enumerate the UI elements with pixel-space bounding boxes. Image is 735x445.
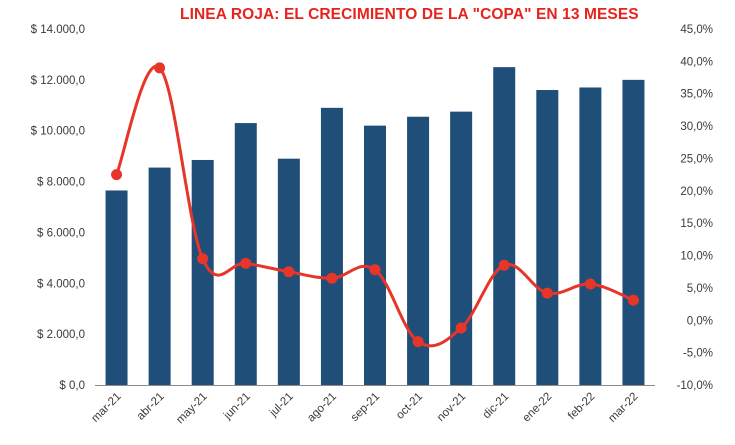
y-left-tick-label: $ 14.000,0 [31, 24, 85, 36]
y-left-tick-label: $ 2.000,0 [37, 329, 85, 341]
line-point [240, 257, 252, 269]
line-point [197, 253, 209, 265]
x-tick-label: jun-21 [221, 391, 253, 423]
bar [622, 79, 645, 385]
x-tick-label: dic-21 [481, 391, 512, 422]
x-tick-label: ene-22 [521, 391, 555, 425]
y-right-tick-label: -10,0% [677, 380, 713, 392]
y-left-tick-label: $ 6.000,0 [37, 227, 85, 239]
y-right-tick-label: 30,0% [680, 121, 713, 133]
line-series [111, 62, 639, 348]
x-tick-label: mar-22 [606, 391, 640, 425]
x-tick-label: abr-21 [135, 391, 167, 423]
line-point [369, 264, 381, 276]
y-left-tick-label: $ 10.000,0 [31, 126, 85, 138]
x-tick-label: jul-21 [267, 391, 296, 420]
line-point [498, 259, 510, 271]
line-point [154, 62, 166, 74]
bar-series [105, 67, 645, 386]
bar [191, 159, 214, 385]
line-point [412, 336, 424, 348]
chart-title: LINEA ROJA: EL CRECIMIENTO DE LA "COPA" … [180, 6, 639, 23]
bar [493, 67, 516, 386]
y-right-tick-label: -5,0% [683, 348, 713, 360]
line-point [283, 266, 295, 278]
bar [148, 167, 171, 385]
line-point [455, 322, 467, 334]
y-right-tick-label: 10,0% [680, 251, 713, 263]
bar [234, 123, 257, 385]
y-right-tick-label: 15,0% [680, 218, 713, 230]
bar [450, 111, 473, 386]
line-point [541, 287, 553, 299]
bar [579, 87, 602, 385]
y-right-tick-label: 5,0% [687, 283, 713, 295]
x-tick-label: sep-21 [349, 391, 382, 424]
bar [364, 125, 386, 385]
y-left-tick-label: $ 4.000,0 [37, 278, 85, 290]
y-left-tick-label: $ 12.000,0 [31, 75, 85, 87]
y-right-tick-label: 20,0% [680, 186, 713, 198]
y-right-tick-label: 40,0% [680, 56, 713, 68]
bar [407, 116, 430, 385]
y-right-tick-label: 35,0% [680, 89, 713, 101]
bar [536, 90, 559, 386]
y-right-tick-label: 45,0% [680, 24, 713, 36]
y-left-tick-label: $ 8.000,0 [37, 177, 85, 189]
x-tick-label: ago-21 [305, 391, 339, 425]
y-left-tick-label: $ 0,0 [59, 380, 85, 392]
bar [320, 107, 343, 385]
x-tick-label: feb-22 [566, 391, 598, 423]
line-point [111, 169, 123, 181]
x-tick-label: may-21 [174, 391, 210, 427]
line-point [584, 278, 596, 290]
y-right-tick-label: 0,0% [687, 315, 713, 327]
x-tick-label: mar-21 [89, 391, 123, 425]
line-point [627, 294, 639, 306]
growth-line [115, 64, 635, 348]
y-right-tick-label: 25,0% [680, 153, 713, 165]
line-point [326, 272, 338, 284]
bar [105, 190, 128, 385]
x-tick-label: nov-21 [435, 391, 468, 424]
x-tick-label: oct-21 [394, 391, 425, 422]
